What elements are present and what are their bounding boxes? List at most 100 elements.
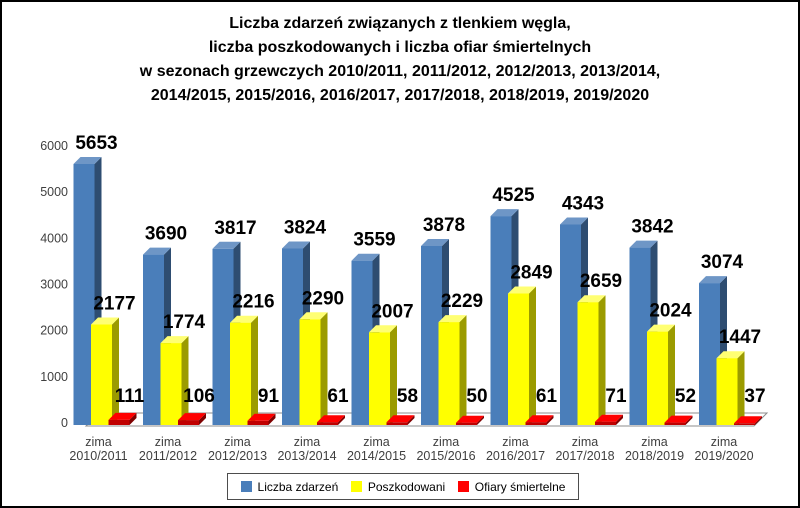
x-axis-label-line2: 2017/2018 bbox=[555, 449, 614, 463]
bar-3 bbox=[734, 423, 755, 425]
x-axis-label-line2: 2018/2019 bbox=[625, 449, 684, 463]
data-label-series-2: 2216 bbox=[232, 292, 274, 313]
x-axis-label-line2: 2010/2011 bbox=[69, 449, 127, 463]
legend-label-ofiary-smiertelne: Ofiary śmiertelne bbox=[474, 479, 566, 494]
x-axis-label-line1: zima bbox=[224, 435, 250, 449]
data-label-series-3: 61 bbox=[327, 386, 349, 407]
chart-title-line-3: w sezonach grzewczych 2010/2011, 2011/20… bbox=[139, 63, 661, 80]
bar-1 bbox=[629, 247, 651, 425]
bar-top-2 bbox=[230, 315, 258, 323]
chart-legend: Liczba zdarzeń Poszkodowani Ofiary śmier… bbox=[227, 473, 579, 500]
data-label-series-2: 2659 bbox=[580, 271, 622, 292]
bar-side-2 bbox=[251, 315, 258, 425]
bar-side-2 bbox=[112, 317, 119, 425]
bar-top-3 bbox=[456, 415, 484, 423]
y-axis-tick-label: 4000 bbox=[40, 231, 68, 245]
legend-swatch-red-icon bbox=[457, 481, 469, 492]
data-label-series-1: 3842 bbox=[631, 217, 673, 238]
bar-side-2 bbox=[459, 315, 467, 425]
data-label-series-3: 111 bbox=[115, 386, 145, 407]
bar-top-2 bbox=[299, 312, 328, 320]
chart-title-line-2: liczba poszkodowanych i liczba ofiar śmi… bbox=[208, 39, 592, 56]
bar-side-2 bbox=[737, 351, 745, 425]
data-label-series-3: 37 bbox=[744, 386, 765, 407]
legend-item-poszkodowani: Poszkodowani bbox=[350, 480, 445, 494]
bar-3 bbox=[178, 420, 199, 425]
y-axis-tick-label: 5000 bbox=[40, 185, 68, 199]
bar-2 bbox=[438, 322, 460, 425]
bar-1 bbox=[699, 283, 720, 425]
bar-2 bbox=[299, 319, 321, 425]
bar-top-1 bbox=[490, 209, 519, 217]
bar-2 bbox=[647, 331, 668, 425]
bar-side-3 bbox=[129, 412, 137, 425]
bar-3 bbox=[525, 422, 547, 425]
bar-side-3 bbox=[477, 415, 484, 425]
bar-top-3 bbox=[247, 413, 276, 421]
y-axis-tick-label: 3000 bbox=[40, 278, 68, 292]
bar-1 bbox=[490, 216, 512, 425]
bar-top-3 bbox=[178, 413, 206, 421]
bar-top-2 bbox=[438, 315, 467, 323]
legend-item-liczba-zdarzen: Liczba zdarzeń bbox=[240, 479, 339, 494]
bar-side-3 bbox=[755, 416, 762, 425]
data-label-series-2: 2290 bbox=[302, 288, 344, 309]
x-axis-label-line1: zima bbox=[433, 435, 459, 449]
bar-1 bbox=[282, 248, 303, 425]
data-label-series-3: 61 bbox=[536, 386, 558, 407]
data-label-series-1: 3559 bbox=[353, 230, 395, 251]
x-axis-label-line2: 2012/2013 bbox=[208, 449, 267, 463]
x-axis-label-line1: zima bbox=[363, 435, 389, 449]
data-label-series-1: 3074 bbox=[701, 252, 744, 273]
x-axis-label-line2: 2019/2020 bbox=[694, 449, 753, 463]
x-axis-label-line2: 2015/2016 bbox=[416, 449, 475, 463]
x-axis-label-line2: 2011/2012 bbox=[139, 449, 197, 463]
bar-side-3 bbox=[407, 415, 415, 425]
data-label-series-3: 52 bbox=[675, 386, 696, 407]
bar-side-3 bbox=[338, 415, 345, 425]
data-label-series-1: 3878 bbox=[423, 215, 465, 236]
data-label-series-1: 3690 bbox=[145, 224, 187, 245]
bar-side-2 bbox=[668, 324, 675, 425]
x-axis-label-line2: 2013/2014 bbox=[277, 449, 336, 463]
bar-top-2 bbox=[577, 295, 606, 303]
x-axis-label-line2: 2016/2017 bbox=[486, 449, 545, 463]
bar-1 bbox=[143, 254, 164, 425]
x-axis-label-line1: zima bbox=[641, 435, 667, 449]
bar-side-2 bbox=[181, 336, 189, 425]
bar-top-3 bbox=[525, 415, 554, 423]
bar-top-1 bbox=[212, 241, 241, 249]
bar-side-3 bbox=[685, 415, 693, 425]
bar-1 bbox=[421, 246, 442, 425]
bar-top-1 bbox=[73, 157, 102, 164]
x-axis-label-line1: zima bbox=[155, 435, 181, 449]
x-axis-label-line1: zima bbox=[294, 435, 320, 449]
chart-title: Liczba zdarzeń związanych z tlenkiem węg… bbox=[2, 12, 798, 108]
bar-top-3 bbox=[108, 412, 137, 420]
data-label-series-2: 2229 bbox=[441, 291, 483, 312]
bar-side-3 bbox=[199, 413, 206, 425]
bar-3 bbox=[456, 422, 477, 425]
bar-top-3 bbox=[317, 415, 345, 423]
x-axis-label-line1: zima bbox=[85, 435, 111, 449]
data-label-series-1: 4343 bbox=[562, 194, 604, 215]
data-label-series-1: 5653 bbox=[75, 133, 117, 154]
bar-3 bbox=[108, 419, 130, 425]
bar-1 bbox=[560, 224, 581, 425]
bar-1 bbox=[351, 260, 373, 425]
bar-top-1 bbox=[351, 253, 380, 261]
chart-canvas: 0100020003000400050006000zima2010/2011zi… bbox=[40, 133, 769, 463]
bar-1 bbox=[73, 164, 95, 425]
data-label-series-2: 1774 bbox=[163, 312, 206, 333]
bar-side-3 bbox=[268, 413, 276, 425]
bar-top-3 bbox=[734, 416, 762, 424]
bar-3 bbox=[664, 422, 686, 425]
y-axis-tick-label: 1000 bbox=[40, 370, 68, 384]
legend-label-liczba-zdarzen: Liczba zdarzeń bbox=[257, 479, 339, 494]
bar-top-2 bbox=[647, 324, 675, 332]
bar-top-1 bbox=[699, 276, 727, 284]
data-label-series-2: 2849 bbox=[510, 263, 552, 284]
bar-top-1 bbox=[143, 247, 171, 255]
bar-2 bbox=[369, 332, 390, 425]
